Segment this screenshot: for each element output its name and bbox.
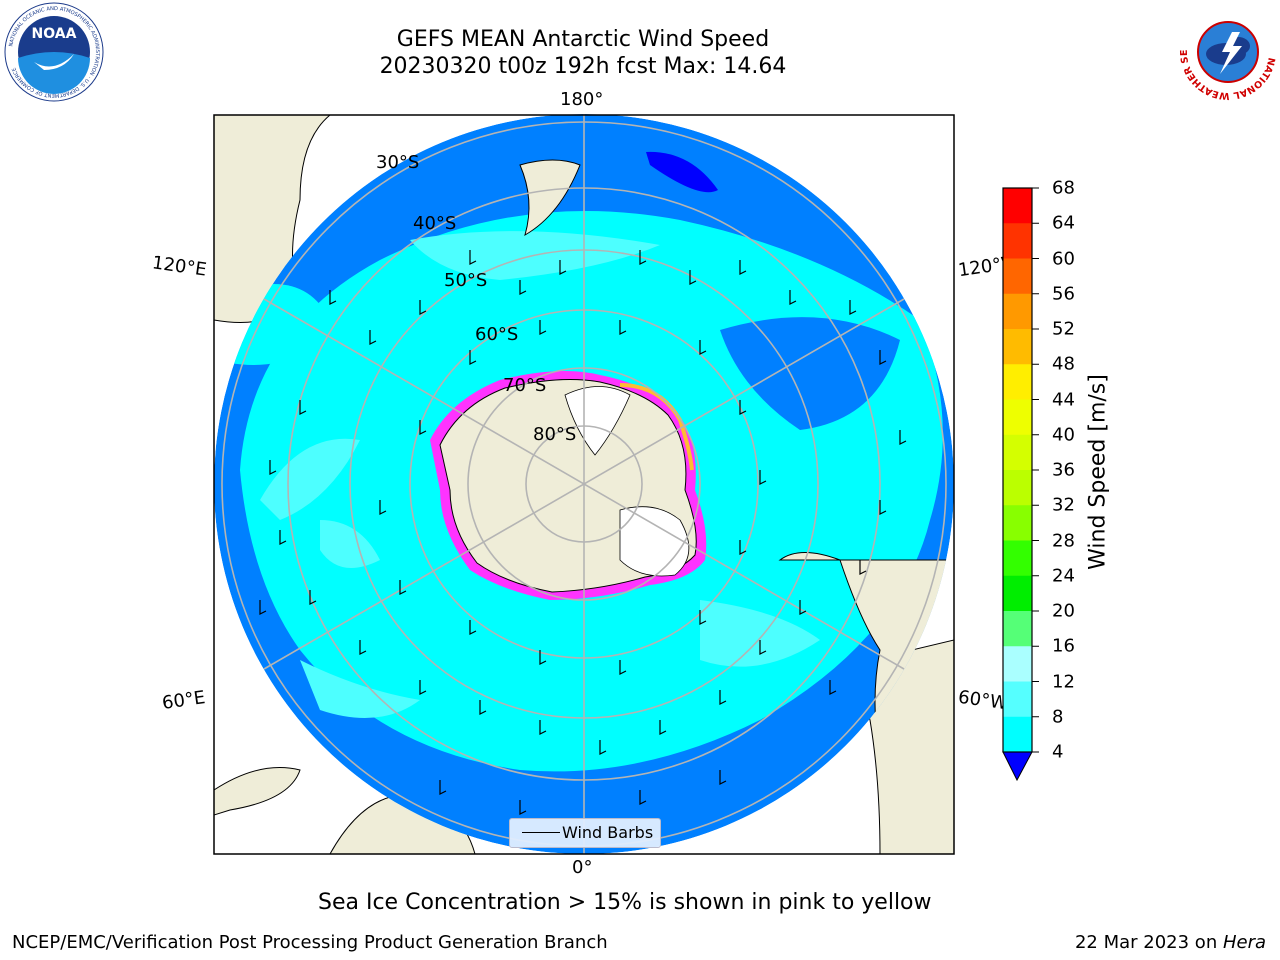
- colorbar-segment: [1003, 364, 1032, 400]
- map-subtitle: 20230320 t00z 192h fcst Max: 14.64: [379, 54, 787, 79]
- map-title: GEFS MEAN Antarctic Wind Speed: [396, 27, 770, 52]
- footer-organization: NCEP/EMC/Verification Post Processing Pr…: [12, 932, 608, 953]
- footer-date: 22 Mar 2023 on Hera: [1075, 932, 1266, 953]
- colorbar-segment: [1003, 505, 1032, 541]
- ross-ice-shelf: [564, 386, 631, 456]
- colorbar-segment: [1003, 470, 1032, 506]
- colorbar-tick-label: 16: [1052, 635, 1075, 657]
- map-frame: [213, 114, 955, 855]
- colorbar-tick-label: 8: [1052, 706, 1064, 728]
- graticule: [221, 114, 947, 854]
- colorbar-tick-label: 68: [1052, 177, 1075, 199]
- footer-host: Hera: [1222, 932, 1266, 953]
- map-legend: Wind Barbs: [509, 818, 661, 848]
- colorbar-segment: [1003, 434, 1032, 471]
- colorbar-tick-label: 20: [1052, 600, 1075, 622]
- madagascar-land: [214, 767, 301, 816]
- colorbar: [1002, 187, 1039, 782]
- colorbar-tick-label: 48: [1052, 353, 1075, 375]
- lat-label-30s: 30°S: [376, 152, 420, 173]
- colorbar-tick-label: 44: [1052, 389, 1075, 410]
- lat-label-60s: 60°S: [475, 324, 519, 345]
- new-zealand-land: [519, 159, 581, 237]
- colorbar-tick-label: 12: [1052, 671, 1075, 692]
- colorbar-tick-label: 60: [1052, 248, 1075, 269]
- colorbar-segment: [1003, 293, 1032, 330]
- colorbar-tick-label: 56: [1052, 283, 1075, 305]
- lon-label-180: 180°: [560, 89, 604, 110]
- legend-wind-barb-line: [522, 832, 560, 833]
- colorbar-tick-label: 4: [1052, 741, 1064, 763]
- noaa-logo: NOAA NATIONAL OCEANIC AND ATMOSPHERIC AD…: [4, 2, 104, 102]
- lon-label-0: 0°: [572, 857, 593, 878]
- colorbar-tick-label: 40: [1052, 424, 1075, 446]
- noaa-logo-text: NOAA: [32, 26, 77, 42]
- colorbar-segment: [1003, 329, 1032, 365]
- colorbar-segment: [1003, 223, 1032, 259]
- colorbar-segment: [1003, 575, 1032, 612]
- colorbar-label: Wind Speed [m/s]: [1085, 374, 1111, 570]
- colorbar-tick-label: 64: [1052, 212, 1075, 234]
- wind-barbs: [259, 250, 907, 815]
- ronne-ice-shelf: [619, 506, 690, 577]
- colorbar-tick-label: 28: [1052, 530, 1075, 551]
- colorbar-segment: [1003, 188, 1032, 224]
- colorbar-tick-label: 52: [1052, 318, 1075, 340]
- legend-label: Wind Barbs: [562, 823, 654, 842]
- colorbar-tick-label: 32: [1052, 494, 1075, 516]
- lat-label-50s: 50°S: [444, 270, 488, 291]
- lat-label-40s: 40°S: [413, 213, 457, 234]
- colorbar-segment: [1003, 611, 1032, 647]
- colorbar-segment: [1003, 716, 1032, 753]
- lat-label-70s: 70°S: [503, 375, 547, 396]
- sea-ice-caption: Sea Ice Concentration > 15% is shown in …: [318, 890, 932, 915]
- colorbar-segment: [1003, 681, 1032, 718]
- colorbar-tick-label: 24: [1052, 565, 1075, 587]
- colorbar-segment: [1003, 399, 1032, 436]
- colorbar-segment: [1003, 646, 1032, 682]
- colorbar-segment: [1003, 258, 1032, 295]
- lat-label-80s: 80°S: [533, 424, 577, 445]
- colorbar-segment: [1003, 540, 1032, 577]
- footer-date-text: 22 Mar 2023 on: [1074, 932, 1223, 953]
- colorbar-tick-label: 36: [1052, 459, 1075, 481]
- nws-logo: NATIONAL WEATHER SERVICE: [1178, 2, 1277, 101]
